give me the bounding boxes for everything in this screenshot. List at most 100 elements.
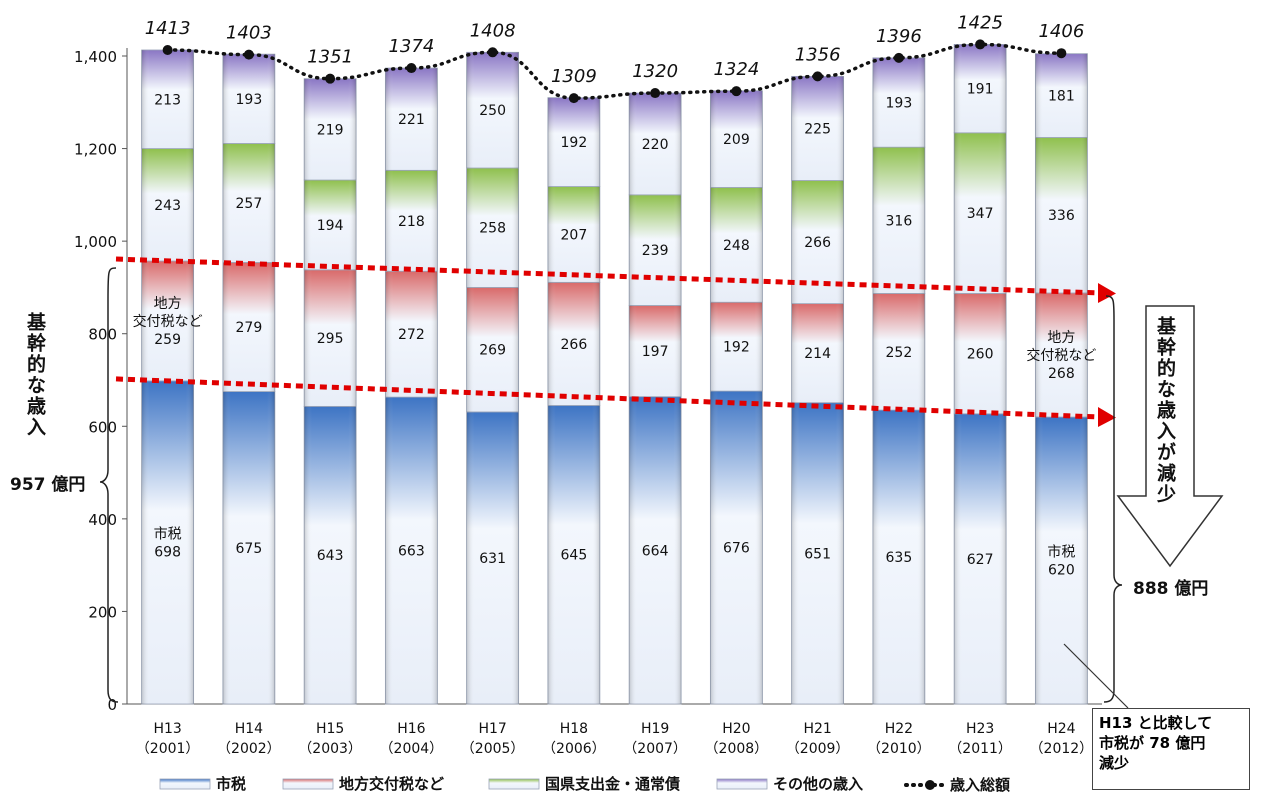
x-label-H24: H24 — [1047, 721, 1075, 737]
total-dotted-line — [165, 42, 1064, 100]
bar-value-0: 676 — [723, 541, 750, 557]
bar-label-1-1: 交付税など — [1026, 347, 1096, 364]
bar-value-3: 192 — [561, 135, 588, 151]
bar-shade-1 — [710, 302, 763, 392]
x-year-H14: （2002） — [217, 741, 281, 757]
total-label-8: 1356 — [795, 44, 841, 65]
bar-stack-H19: 664 197 239 220 — [628, 92, 682, 705]
x-label-H17: H17 — [478, 721, 506, 737]
x-year-H17: （2005） — [461, 741, 525, 757]
total-label-4: 1408 — [470, 20, 516, 41]
basic-revenue-trend-line — [115, 256, 1101, 296]
bar-value-2: 266 — [804, 235, 831, 251]
total-point-1 — [243, 49, 254, 60]
trend-lines — [115, 256, 1116, 428]
y-tick-label-6: 1,200 — [74, 141, 117, 159]
bar-shade-0 — [385, 397, 438, 704]
x-axis: H13 （2001） H14 （2002） H15 （2003） H16 （2004） H17 （… — [136, 721, 1093, 757]
bar-label-1-0: 地方 — [1047, 330, 1075, 346]
bar-value-2: 239 — [642, 243, 669, 259]
total-point-8 — [812, 71, 823, 82]
bar-value-1: 260 — [967, 347, 994, 363]
bar-stack-H22: 635 252 316 193 — [872, 57, 926, 705]
x-label-H20: H20 — [722, 721, 750, 737]
y-tick-label-7: 1,400 — [74, 48, 117, 66]
bar-value-0: 627 — [967, 552, 994, 568]
x-year-H15: （2003） — [298, 741, 362, 757]
x-year-H22: （2010） — [867, 741, 931, 757]
total-label-5: 1309 — [551, 66, 597, 87]
bar-label-0-1: 698 — [154, 544, 181, 560]
bar-shade-0 — [710, 391, 763, 704]
bar-shade-1 — [385, 271, 438, 398]
bar-value-2: 347 — [967, 206, 994, 222]
x-year-H24: （2012） — [1030, 741, 1094, 757]
bar-shade-3 — [710, 90, 763, 188]
bar-value-2: 248 — [723, 238, 750, 254]
total-point-7 — [731, 86, 742, 97]
total-label-6: 1320 — [632, 61, 678, 82]
bar-value-1: 197 — [642, 344, 669, 360]
bar-stack-H13: 市税 698 地方交付税など 259 243 213 — [133, 49, 203, 705]
bar-shade-1 — [304, 269, 357, 407]
left-basic-revenue-amount: 957 億円 — [10, 475, 86, 495]
bar-shade-0 — [954, 413, 1007, 704]
bar-shade-3 — [629, 93, 682, 195]
bar-value-3: 220 — [642, 137, 669, 153]
bar-shade-0 — [629, 396, 682, 704]
bar-stack-H17: 631 269 258 250 — [466, 51, 520, 705]
note-line-1: H13 と比較して — [1099, 714, 1213, 732]
total-point-9 — [893, 52, 904, 63]
x-year-H19: （2007） — [623, 741, 687, 757]
bar-shade-1 — [791, 303, 844, 403]
total-label-3: 1374 — [388, 36, 434, 57]
legend-swatch-1 — [282, 778, 334, 790]
bar-shade-2 — [141, 148, 194, 262]
bar-value-0: 675 — [236, 541, 263, 557]
bar-shade-2 — [466, 168, 519, 288]
bar-value-0: 663 — [398, 544, 425, 560]
total-label-7: 1324 — [713, 59, 759, 80]
right-brace — [1103, 295, 1123, 703]
total-label-10: 1425 — [957, 12, 1003, 33]
bar-shade-2 — [629, 194, 682, 306]
x-year-H16: （2004） — [380, 741, 444, 757]
bar-shade-0 — [304, 406, 357, 704]
bar-value-3: 225 — [804, 121, 831, 137]
bar-value-2: 243 — [154, 198, 181, 214]
bar-value-1: 279 — [236, 320, 263, 336]
bar-stack-H18: 645 266 207 192 — [547, 97, 601, 705]
bar-shade-1 — [872, 293, 925, 411]
bar-value-3: 193 — [886, 96, 913, 112]
bar-label-0-0: 市税 — [154, 525, 182, 542]
city-tax-trend-line — [115, 376, 1101, 420]
total-point-10 — [975, 39, 986, 50]
bar-shade-2 — [547, 186, 600, 283]
bar-value-1: 272 — [398, 327, 425, 343]
bar-shade-0 — [466, 411, 519, 704]
bar-value-2: 218 — [398, 214, 425, 230]
legend-total-point — [925, 780, 935, 790]
y-tick-label-1: 200 — [88, 603, 117, 621]
bar-stack-H15: 643 295 194 219 — [303, 78, 357, 705]
left-brace — [99, 267, 119, 703]
bar-shade-1 — [222, 262, 275, 392]
bar-value-0: 643 — [317, 548, 344, 564]
bar-shade-0 — [222, 391, 275, 704]
bar-shade-1 — [1035, 292, 1088, 418]
legend-label-2: 国県支出金・通常債 — [545, 775, 680, 793]
total-point-11 — [1056, 48, 1067, 59]
bar-shade-3 — [954, 44, 1007, 133]
bar-shade-1 — [141, 261, 194, 381]
x-year-H13: （2001） — [136, 741, 200, 757]
bar-shade-0 — [1035, 417, 1088, 704]
bar-shade-3 — [1035, 53, 1088, 138]
bar-value-0: 635 — [886, 550, 913, 566]
bar-stack-H14: 675 279 257 193 — [222, 53, 276, 705]
bar-shade-3 — [304, 78, 357, 181]
bar-value-0: 645 — [561, 548, 588, 564]
bar-value-3: 221 — [398, 112, 425, 128]
y-tick-label-3: 600 — [88, 418, 117, 436]
bar-shade-1 — [547, 282, 600, 406]
